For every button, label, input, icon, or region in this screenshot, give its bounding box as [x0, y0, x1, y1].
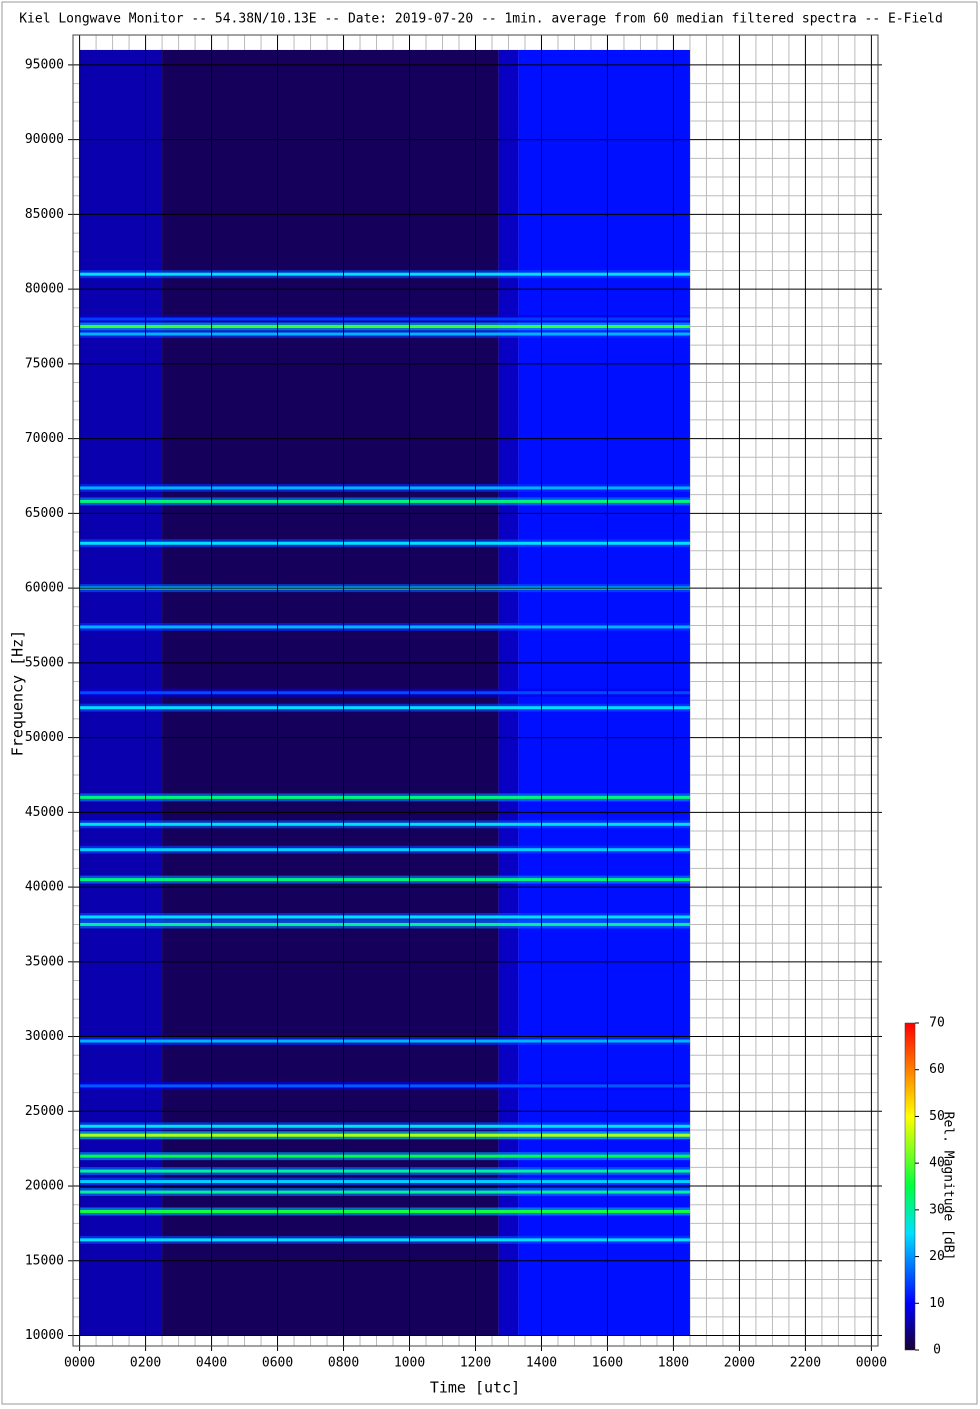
- y-tick-label: 55000: [25, 655, 64, 670]
- y-tick-label: 35000: [25, 954, 64, 969]
- x-axis-label: Time [utc]: [430, 1379, 520, 1397]
- signal-line: [79, 1124, 690, 1128]
- x-tick-label: 0800: [328, 1356, 359, 1371]
- signal-line: [79, 795, 690, 799]
- x-tick-label: 0600: [262, 1356, 293, 1371]
- y-tick-label: 60000: [25, 581, 64, 596]
- x-tick-label: 0400: [196, 1356, 227, 1371]
- x-tick-label: 0000: [64, 1356, 95, 1371]
- colorbar-tick-label: 70: [929, 1016, 945, 1031]
- colorbar: [904, 1022, 916, 1351]
- colorbar-tick-label: 20: [929, 1249, 945, 1264]
- signal-line: [79, 324, 690, 328]
- signal-line: [79, 317, 690, 321]
- y-tick-label: 70000: [25, 431, 64, 446]
- y-tick-label: 75000: [25, 356, 64, 371]
- signal-line: [79, 332, 690, 336]
- y-tick-label: 80000: [25, 282, 64, 297]
- y-tick-label: 45000: [25, 805, 64, 820]
- x-tick-label: 1000: [394, 1356, 425, 1371]
- signal-line: [79, 915, 690, 919]
- signal-line: [79, 848, 690, 852]
- y-tick-label: 20000: [25, 1179, 64, 1194]
- signal-line: [79, 1154, 690, 1158]
- signal-line: [79, 1209, 690, 1213]
- signal-line: [79, 1180, 690, 1184]
- signal-line: [79, 922, 690, 926]
- y-tick-label: 30000: [25, 1029, 64, 1044]
- colorbar-tick-label: 30: [929, 1202, 945, 1217]
- y-tick-label: 65000: [25, 506, 64, 521]
- signal-line: [79, 1169, 690, 1173]
- y-tick-label: 85000: [25, 207, 64, 222]
- colorbar-tick-label: 50: [929, 1109, 945, 1124]
- signal-line: [79, 1039, 690, 1043]
- y-tick-label: 10000: [25, 1328, 64, 1343]
- y-axis-label: Frequency [Hz]: [9, 630, 27, 756]
- signal-line: [79, 1133, 690, 1137]
- y-tick-label: 25000: [25, 1104, 64, 1119]
- x-tick-label: 2000: [724, 1356, 755, 1371]
- y-tick-label: 95000: [25, 57, 64, 72]
- colorbar-label: Rel. Magnitude [dB]: [941, 1112, 956, 1261]
- x-tick-label: 0000: [856, 1356, 887, 1371]
- y-tick-label: 50000: [25, 730, 64, 745]
- signal-line: [79, 691, 690, 695]
- signal-line: [79, 822, 690, 826]
- signal-line: [79, 1084, 690, 1088]
- x-tick-label: 1600: [592, 1356, 623, 1371]
- signal-line: [79, 706, 690, 710]
- signal-line: [79, 272, 690, 276]
- x-tick-label: 2200: [790, 1356, 821, 1371]
- x-tick-label: 1800: [658, 1356, 689, 1371]
- chart-title: Kiel Longwave Monitor -- 54.38N/10.13E -…: [19, 12, 943, 27]
- y-tick-label: 40000: [25, 880, 64, 895]
- signal-line: [79, 486, 690, 490]
- signal-line: [79, 878, 690, 882]
- colorbar-tick-label: 0: [933, 1343, 941, 1358]
- x-tick-label: 1200: [460, 1356, 491, 1371]
- y-tick-label: 90000: [25, 132, 64, 147]
- y-tick-label: 15000: [25, 1253, 64, 1268]
- x-tick-label: 1400: [526, 1356, 557, 1371]
- signal-line: [79, 625, 690, 629]
- colorbar-tick-label: 40: [929, 1156, 945, 1171]
- signal-line: [79, 499, 690, 503]
- colorbar-tick-label: 60: [929, 1062, 945, 1077]
- signal-line: [79, 1238, 690, 1242]
- x-tick-label: 0200: [130, 1356, 161, 1371]
- colorbar-tick-label: 10: [929, 1296, 945, 1311]
- plot-frame: [72, 34, 879, 1347]
- signal-line: [79, 541, 690, 545]
- signal-line: [79, 1190, 690, 1194]
